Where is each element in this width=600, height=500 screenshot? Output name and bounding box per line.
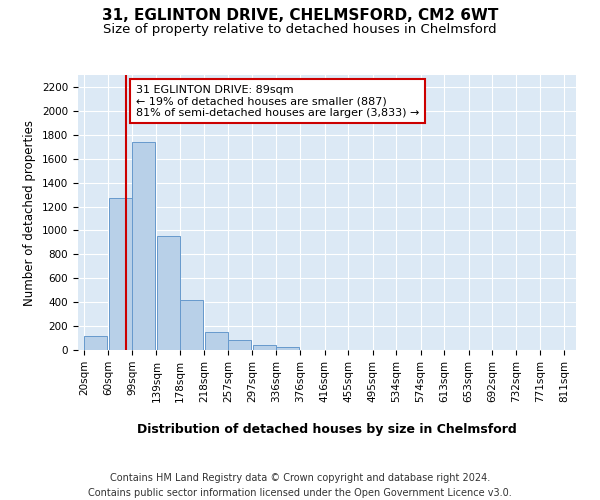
- Bar: [229, 340, 251, 350]
- Bar: [181, 300, 203, 350]
- Bar: [85, 336, 107, 350]
- Text: Contains HM Land Registry data © Crown copyright and database right 2024.
Contai: Contains HM Land Registry data © Crown c…: [88, 472, 512, 498]
- Text: Size of property relative to detached houses in Chelmsford: Size of property relative to detached ho…: [103, 22, 497, 36]
- Bar: [276, 347, 299, 350]
- Bar: [109, 198, 132, 350]
- Y-axis label: Number of detached properties: Number of detached properties: [23, 120, 37, 306]
- Text: Distribution of detached houses by size in Chelmsford: Distribution of detached houses by size …: [137, 422, 517, 436]
- Text: 31 EGLINTON DRIVE: 89sqm
← 19% of detached houses are smaller (887)
81% of semi-: 31 EGLINTON DRIVE: 89sqm ← 19% of detach…: [136, 84, 419, 118]
- Bar: [205, 332, 228, 350]
- Bar: [157, 236, 180, 350]
- Bar: [253, 345, 275, 350]
- Bar: [133, 142, 155, 350]
- Text: 31, EGLINTON DRIVE, CHELMSFORD, CM2 6WT: 31, EGLINTON DRIVE, CHELMSFORD, CM2 6WT: [102, 8, 498, 22]
